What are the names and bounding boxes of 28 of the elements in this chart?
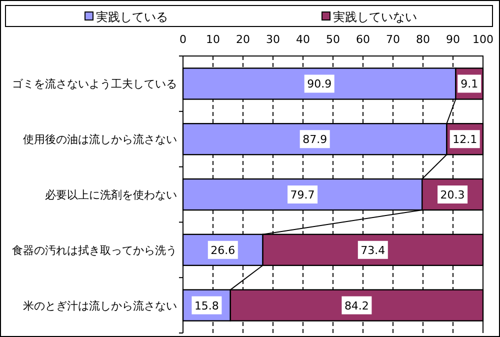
data-label: 12.1 — [452, 133, 478, 146]
data-label: 90.9 — [307, 78, 332, 91]
data-label: 84.2 — [344, 299, 369, 312]
data-label: 15.8 — [194, 299, 219, 312]
y-tick-label: 使用後の油は流しから流さない — [23, 133, 177, 146]
data-label: 73.4 — [360, 244, 386, 257]
y-tick-label: 必要以上に洗剤を使わない — [45, 188, 177, 202]
x-tick-label: 40 — [296, 33, 310, 46]
data-label: 26.6 — [210, 244, 236, 257]
legend-label: 実践していない — [333, 10, 417, 24]
x-tick-label: 50 — [326, 33, 340, 46]
x-tick-label: 70 — [386, 33, 400, 46]
x-tick-label: 60 — [356, 33, 370, 46]
x-tick-label: 10 — [206, 33, 220, 46]
y-tick-label: ゴミを流さないよう工夫している — [12, 78, 177, 91]
data-label: 20.3 — [440, 188, 465, 202]
data-label: 87.9 — [302, 133, 328, 146]
y-tick-label: 米のとぎ汁は流しから流さない — [23, 299, 177, 312]
legend-label: 実践している — [96, 10, 168, 24]
data-label: 79.7 — [290, 188, 315, 202]
data-label: 9.1 — [460, 78, 478, 91]
x-tick-label: 0 — [180, 33, 186, 46]
x-tick-label: 90 — [446, 33, 460, 46]
x-tick-label: 20 — [236, 33, 250, 46]
x-tick-label: 100 — [472, 33, 494, 46]
x-tick-label: 80 — [416, 33, 430, 46]
y-tick-label: 食器の汚れは拭き取ってから洗う — [12, 244, 177, 257]
x-tick-label: 30 — [266, 33, 280, 46]
